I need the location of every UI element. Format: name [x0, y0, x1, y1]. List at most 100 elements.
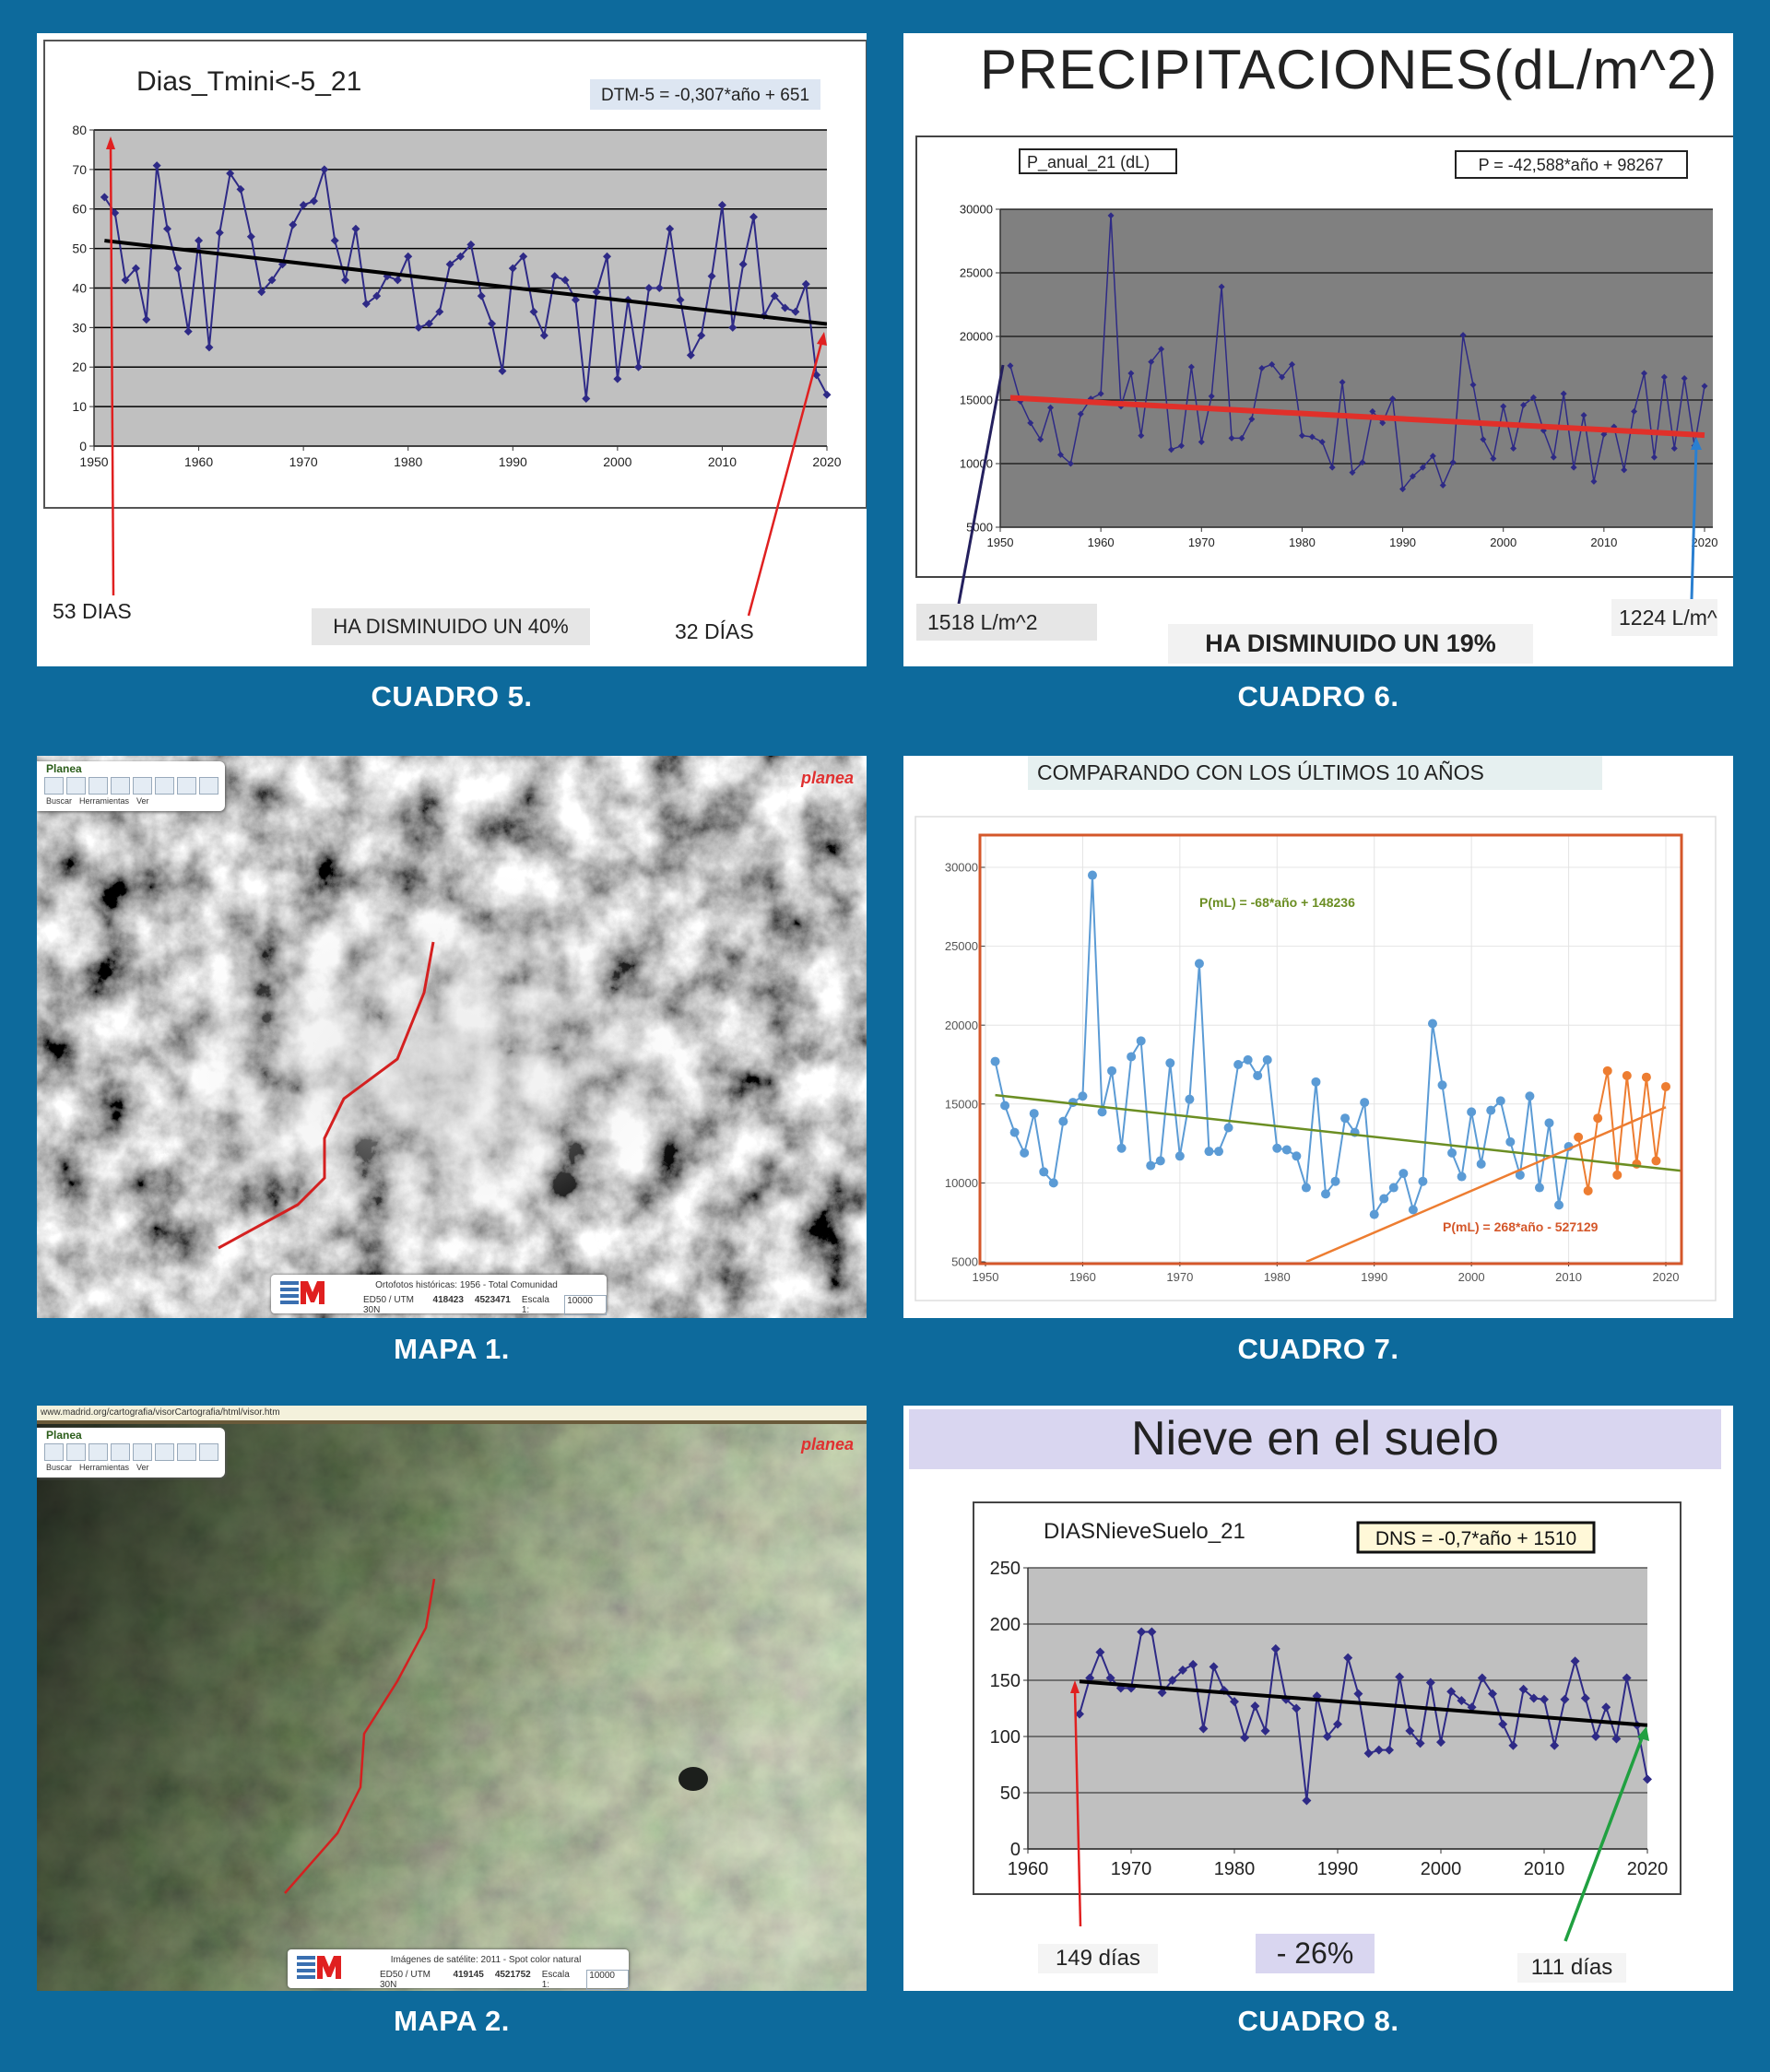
menu-buscar[interactable]: Buscar: [46, 1463, 73, 1472]
back-icon[interactable]: [133, 1443, 152, 1461]
data-point: [1214, 1147, 1224, 1157]
data-point: [1228, 434, 1235, 441]
pan-icon[interactable]: [199, 1443, 218, 1461]
data-point: [1279, 373, 1286, 381]
x-tick-label: 1990: [1361, 1270, 1387, 1284]
info-icon[interactable]: [177, 1443, 196, 1461]
info-icon[interactable]: [177, 777, 196, 795]
extent-icon[interactable]: [111, 777, 130, 795]
y-tick-label: 5000: [951, 1255, 978, 1269]
trend-equation: P = -42,588*año + 98267: [1479, 156, 1664, 174]
planea-logo: planea: [800, 769, 854, 787]
scale-label: Escala 1:: [521, 1295, 549, 1315]
x-tick-label: 2000: [1421, 1859, 1462, 1879]
start-value-label: 149 días: [1038, 1944, 1158, 1973]
data-point: [1476, 1159, 1486, 1169]
zoom-out-icon[interactable]: [88, 777, 108, 795]
home-icon[interactable]: [44, 777, 64, 795]
data-point: [424, 319, 433, 328]
back-icon[interactable]: [133, 777, 152, 795]
y-tick-label: 10: [72, 399, 87, 414]
data-point: [456, 252, 465, 261]
data-point: [1379, 419, 1386, 427]
data-point: [1107, 212, 1115, 219]
trendline-0: [1079, 1679, 1647, 1727]
scale-input[interactable]: 10000: [586, 1970, 629, 1990]
data-point: [330, 236, 339, 245]
data-point: [1418, 1176, 1428, 1186]
x-tick-label: 1990: [1317, 1859, 1359, 1879]
menu-ver[interactable]: Ver: [136, 1463, 149, 1472]
x-tick-label: 1960: [1008, 1859, 1049, 1879]
data-point: [1469, 381, 1477, 388]
extent-icon[interactable]: [111, 1443, 130, 1461]
forward-icon[interactable]: [155, 777, 174, 795]
url-bar[interactable]: www.madrid.org/cartografia/visorCartogra…: [37, 1406, 867, 1424]
data-point: [299, 200, 308, 209]
data-point: [822, 390, 832, 399]
map-1-aerial-photo[interactable]: Planea Buscar Herramientas Ver planea Or…: [37, 756, 867, 1318]
menu-buscar[interactable]: Buscar: [46, 796, 73, 806]
data-point: [1127, 370, 1135, 377]
data-point: [226, 169, 235, 178]
data-point: [1318, 439, 1326, 446]
data-point: [1641, 370, 1648, 377]
data-point: [1253, 1070, 1263, 1080]
data-point: [1369, 407, 1376, 415]
caption-mapa-2: MAPA 2.: [394, 2005, 510, 2037]
menu-herramientas[interactable]: Herramientas: [79, 796, 130, 806]
data-point: [1107, 1065, 1117, 1076]
map-info-bar: Imágenes de satélite: 2011 - Spot color …: [288, 1949, 629, 1990]
end-value-label: 32 DÍAS: [675, 619, 754, 643]
aerial-photo-1956: [37, 756, 867, 1318]
menu-herramientas[interactable]: Herramientas: [79, 1463, 130, 1472]
map-2-satellite-image[interactable]: www.madrid.org/cartografia/visorCartogra…: [37, 1406, 867, 1991]
data-point: [1602, 1065, 1612, 1076]
scale-input[interactable]: 10000: [564, 1295, 607, 1315]
end-value-label: 1224 L/m^: [1611, 599, 1717, 636]
data-point: [1409, 473, 1416, 480]
data-point: [1292, 1703, 1302, 1713]
data-point: [351, 224, 360, 233]
trend-equation-last-10-years: P(mL) = 268*año - 527129: [1443, 1219, 1599, 1234]
cuadro-7-panel: COMPARANDO CON LOS ÚLTIMOS 10 AÑOS 5000 1…: [903, 756, 1733, 1318]
data-point: [1369, 1209, 1379, 1219]
x-tick-label: 2000: [603, 454, 631, 469]
data-point: [289, 220, 298, 230]
zoom-in-icon[interactable]: [66, 777, 86, 795]
data-point: [267, 276, 277, 285]
x-tick-label: 1960: [1069, 1270, 1096, 1284]
x-tick-label: 1970: [1111, 1859, 1152, 1879]
data-point: [1477, 1673, 1487, 1683]
satellite-image-2011: [37, 1406, 867, 1991]
data-point: [1395, 1672, 1405, 1682]
x-tick-label: 2020: [1653, 1270, 1680, 1284]
x-tick-label: 2020: [1692, 536, 1718, 549]
trendline-0: [995, 1093, 1682, 1172]
x-tick-label: 1970: [1166, 1270, 1193, 1284]
data-point: [498, 367, 507, 376]
x-tick-label: 2000: [1458, 1270, 1485, 1284]
caption-cuadro-8: CUADRO 8.: [1237, 2005, 1399, 2037]
data-point: [1138, 432, 1145, 440]
data-point: [634, 362, 643, 371]
y-tick-label: 30: [72, 320, 87, 335]
zoom-out-icon[interactable]: [88, 1443, 108, 1461]
decrease-label: HA DISMINUIDO UN 40%: [312, 608, 590, 645]
forward-icon[interactable]: [155, 1443, 174, 1461]
arrow-end: [747, 338, 824, 617]
data-point: [1593, 1113, 1603, 1124]
start-value-label: 53 DIAS: [53, 599, 132, 623]
data-point: [183, 327, 193, 336]
y-tick-label: 50: [72, 241, 87, 256]
pan-icon[interactable]: [199, 777, 218, 795]
data-point: [1223, 1123, 1233, 1133]
chart-title: DIASNieveSuelo_21: [1044, 1519, 1245, 1544]
data-point: [697, 331, 706, 340]
x-tick-label: 1960: [184, 454, 213, 469]
y-tick-label: 60: [72, 202, 87, 217]
home-icon[interactable]: [44, 1443, 64, 1461]
zoom-in-icon[interactable]: [66, 1443, 86, 1461]
arrow-end-head: [1691, 437, 1702, 450]
menu-ver[interactable]: Ver: [136, 796, 149, 806]
